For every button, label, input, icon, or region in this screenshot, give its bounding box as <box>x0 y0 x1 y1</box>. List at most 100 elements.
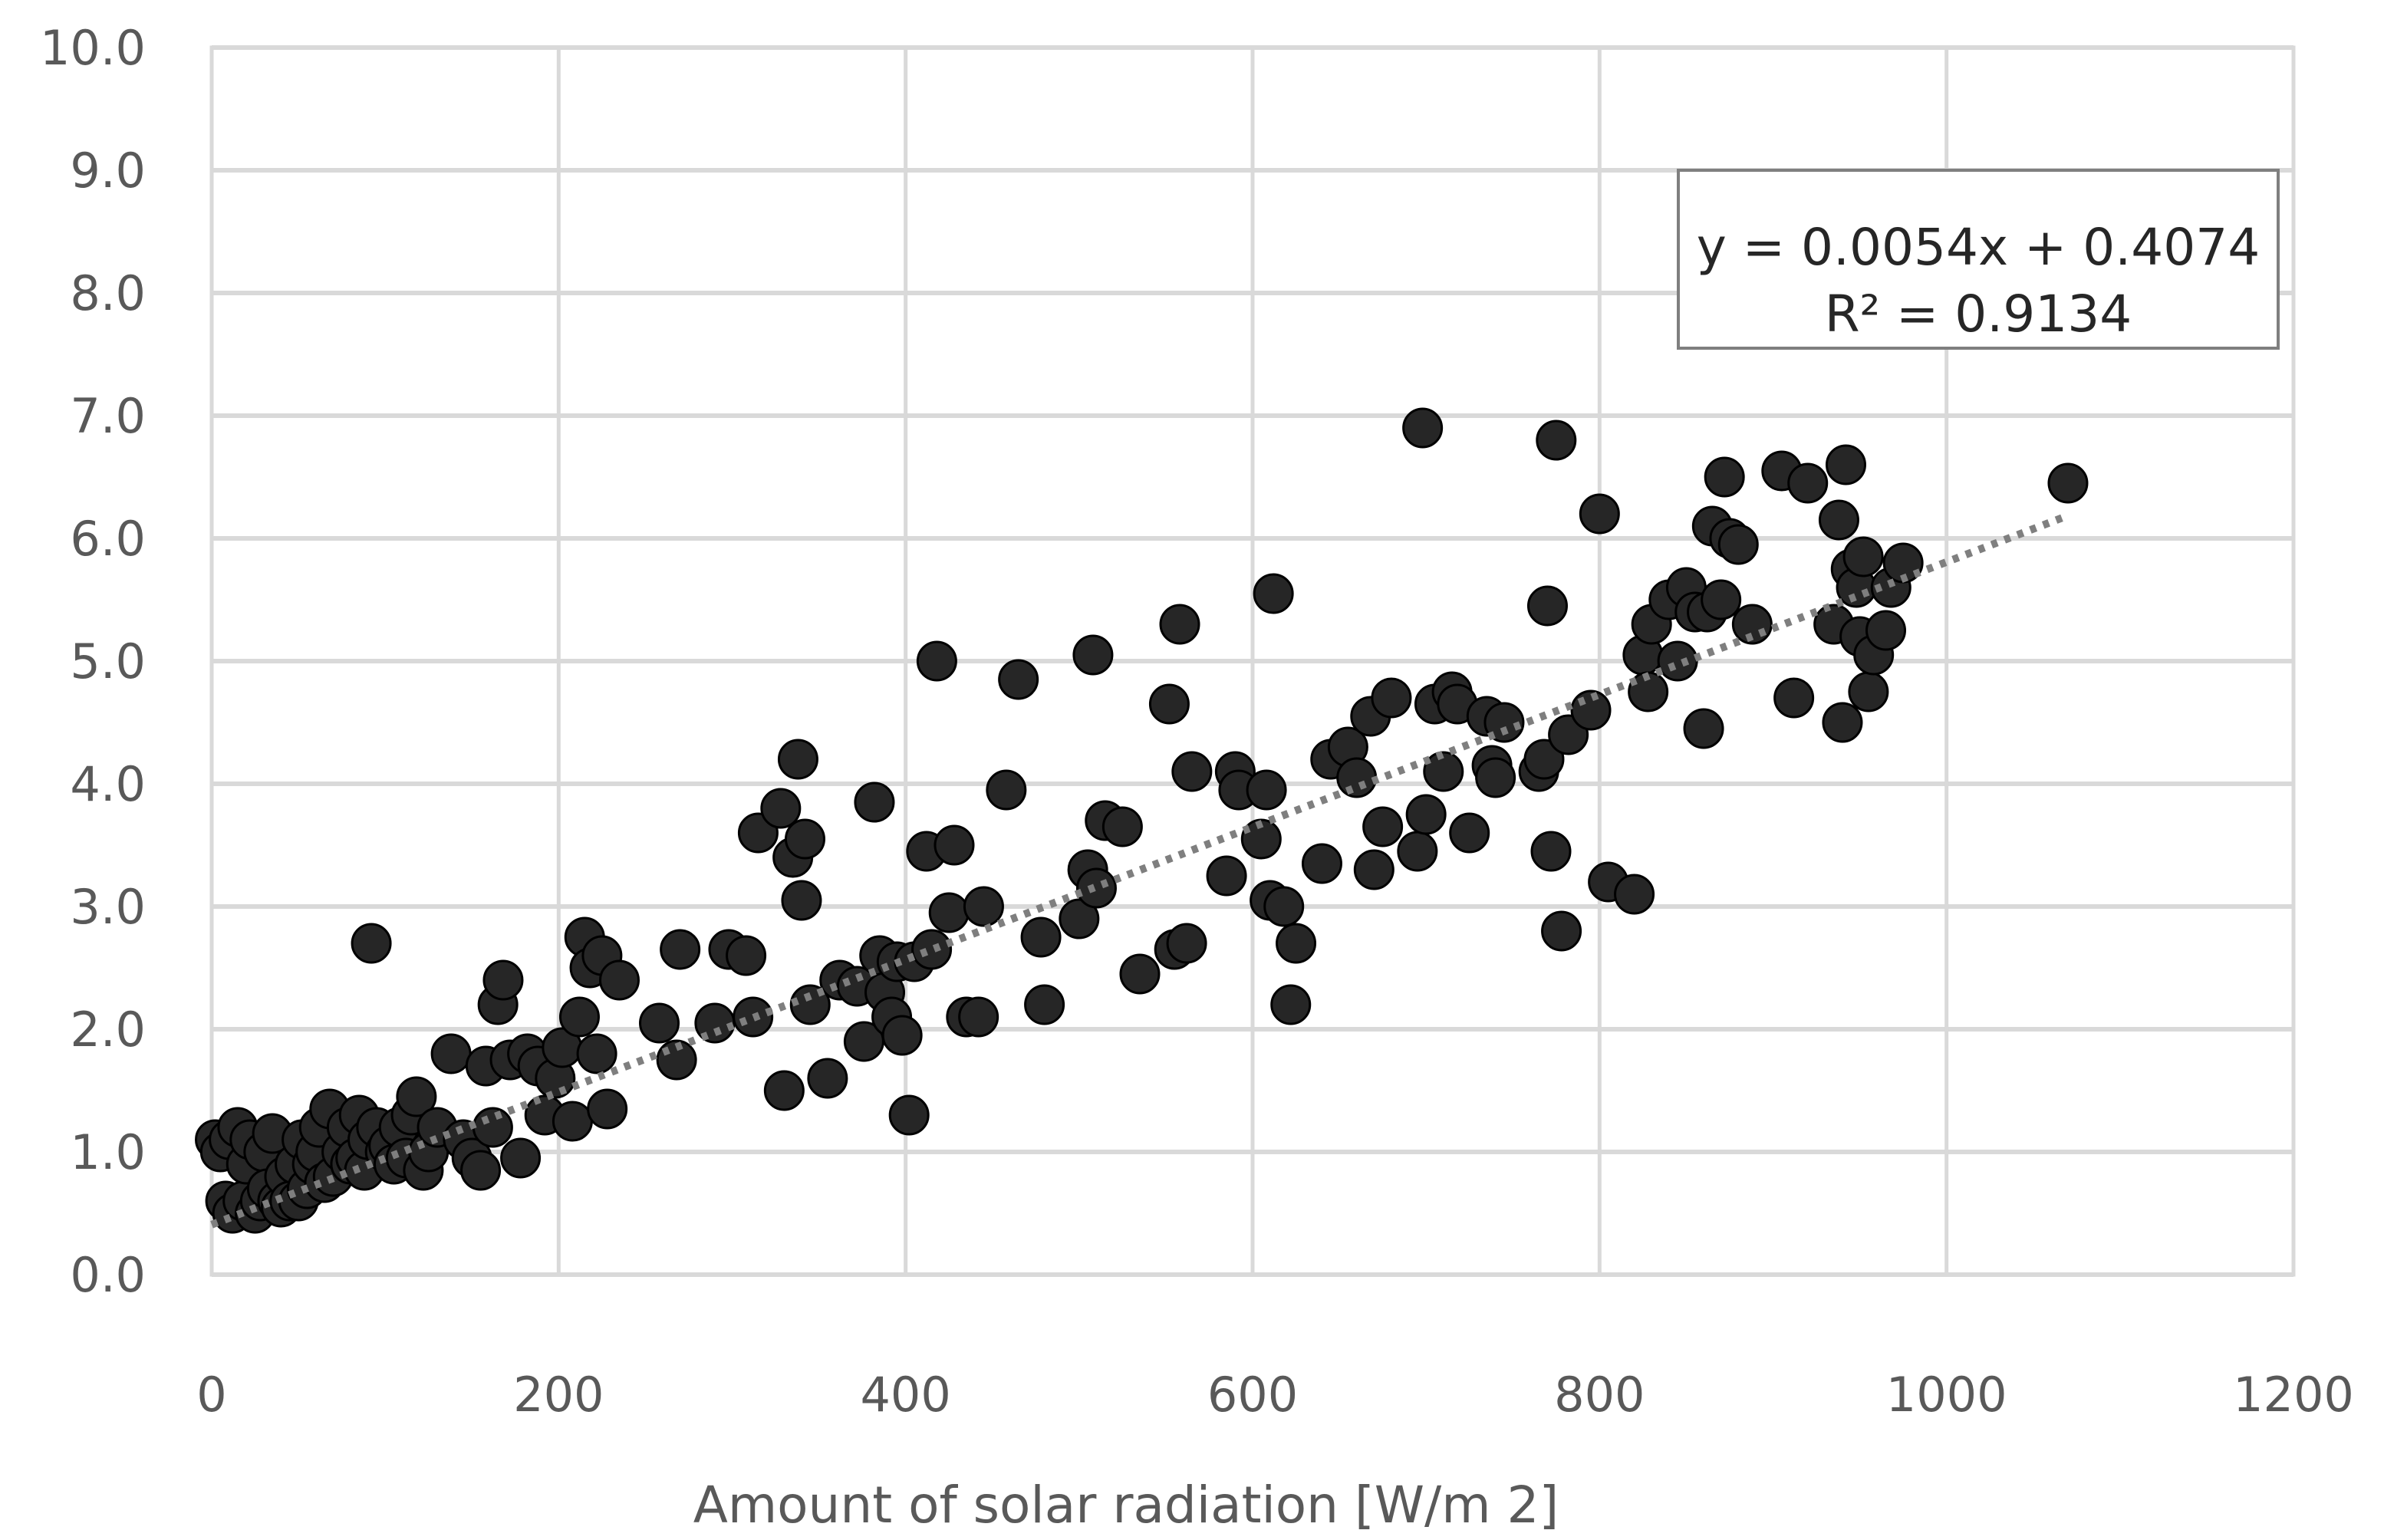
data-point <box>1701 579 1742 620</box>
data-point <box>1371 677 1412 719</box>
x-tick-label: 400 <box>860 1367 950 1423</box>
y-tick-label: 6.0 <box>70 511 146 567</box>
data-point <box>1614 874 1655 915</box>
y-tick-label: 7.0 <box>70 388 146 444</box>
data-point <box>694 1002 736 1044</box>
data-point <box>1397 831 1438 872</box>
data-point <box>2047 462 2089 504</box>
data-point <box>639 1002 680 1044</box>
data-point <box>1683 708 1724 749</box>
data-point <box>552 1101 593 1142</box>
data-point <box>911 929 953 970</box>
data-point <box>1579 493 1620 535</box>
data-point <box>1166 923 1207 964</box>
data-point <box>1787 462 1829 504</box>
data-point <box>1530 831 1572 872</box>
data-point <box>1072 634 1114 676</box>
data-point <box>916 640 957 682</box>
data-points <box>195 407 2089 1234</box>
data-point <box>1773 677 1815 719</box>
equation-box: y = 0.0054x + 0.4074 R² = 0.9134 <box>1677 169 2280 350</box>
data-point <box>351 923 392 964</box>
data-point <box>558 996 600 1038</box>
data-point <box>777 739 818 780</box>
x-axis-title: Amount of solar radiation [W/m 2] <box>693 1476 1559 1535</box>
data-point <box>1842 536 1884 578</box>
data-point <box>958 996 999 1038</box>
data-point <box>1405 794 1447 835</box>
y-tick-label: 10.0 <box>40 20 146 76</box>
x-tick-label: 200 <box>513 1367 604 1423</box>
data-point <box>888 1094 930 1136</box>
data-point <box>881 1015 923 1056</box>
data-point <box>460 1150 502 1191</box>
data-point <box>1206 855 1247 897</box>
data-point <box>1353 849 1395 890</box>
data-point <box>1475 757 1516 798</box>
data-point <box>1020 916 1062 958</box>
data-point <box>598 959 640 1001</box>
data-point <box>1024 984 1065 1025</box>
data-point <box>1362 806 1404 847</box>
data-point <box>396 1076 437 1117</box>
trendline-equation: y = 0.0054x + 0.4074 <box>1697 218 2261 277</box>
data-point <box>1148 683 1190 725</box>
data-point <box>928 892 970 933</box>
y-tick-label: 4.0 <box>70 756 146 812</box>
r-squared-label: R² = 0.9134 <box>1825 285 2132 344</box>
data-point <box>576 1033 617 1074</box>
data-point <box>1402 407 1444 449</box>
data-point <box>1270 984 1312 1025</box>
data-point <box>1818 499 1859 541</box>
data-point <box>1526 585 1568 627</box>
data-point <box>1301 843 1342 884</box>
x-axis-ticks: 0 200 400 600 800 1000 1200 <box>196 1367 2354 1423</box>
data-point <box>500 1137 542 1179</box>
y-axis-ticks: 0.0 1.0 2.0 3.0 4.0 5.0 6.0 7.0 8.0 9.0 10.0 <box>40 20 146 1303</box>
data-point <box>587 1088 628 1130</box>
data-point <box>1541 910 1582 952</box>
data-point <box>1628 671 1669 712</box>
data-point <box>854 782 895 823</box>
data-point <box>472 1107 513 1148</box>
data-point <box>1848 671 1889 712</box>
data-point <box>1536 420 1577 461</box>
plot-area-border <box>209 45 2296 1277</box>
x-tick-label: 1200 <box>2233 1367 2354 1423</box>
data-point <box>1075 867 1117 909</box>
data-point <box>781 880 822 921</box>
data-point <box>784 818 825 860</box>
data-point <box>1523 739 1565 780</box>
y-tick-label: 3.0 <box>70 879 146 935</box>
x-tick-label: 0 <box>196 1367 226 1423</box>
x-tick-label: 1000 <box>1886 1367 2007 1423</box>
data-point <box>1570 689 1612 731</box>
data-point <box>1822 702 1863 743</box>
data-point <box>963 886 1004 927</box>
data-point <box>1657 640 1698 682</box>
data-point <box>1171 751 1213 792</box>
data-point <box>1336 757 1378 798</box>
data-point <box>1825 444 1866 485</box>
data-point <box>1263 886 1305 927</box>
data-point <box>1059 898 1100 939</box>
data-point <box>934 824 975 866</box>
x-tick-label: 800 <box>1554 1367 1645 1423</box>
x-axis-title-label: Amount of solar radiation <box>693 1476 1339 1535</box>
y-tick-label: 9.0 <box>70 143 146 199</box>
data-point <box>733 996 774 1038</box>
y-tick-label: 8.0 <box>70 265 146 321</box>
data-point <box>807 1058 848 1099</box>
data-point <box>1119 953 1161 995</box>
data-point <box>1101 806 1143 847</box>
data-point <box>1246 769 1287 811</box>
data-point <box>430 1033 472 1074</box>
y-tick-label: 0.0 <box>70 1247 146 1303</box>
data-point <box>1423 751 1464 792</box>
data-point <box>986 769 1027 811</box>
data-point <box>1449 812 1490 854</box>
x-axis-title-unit: [W/m 2] <box>1355 1476 1559 1535</box>
data-point <box>1276 923 1317 964</box>
data-point <box>1240 818 1282 860</box>
